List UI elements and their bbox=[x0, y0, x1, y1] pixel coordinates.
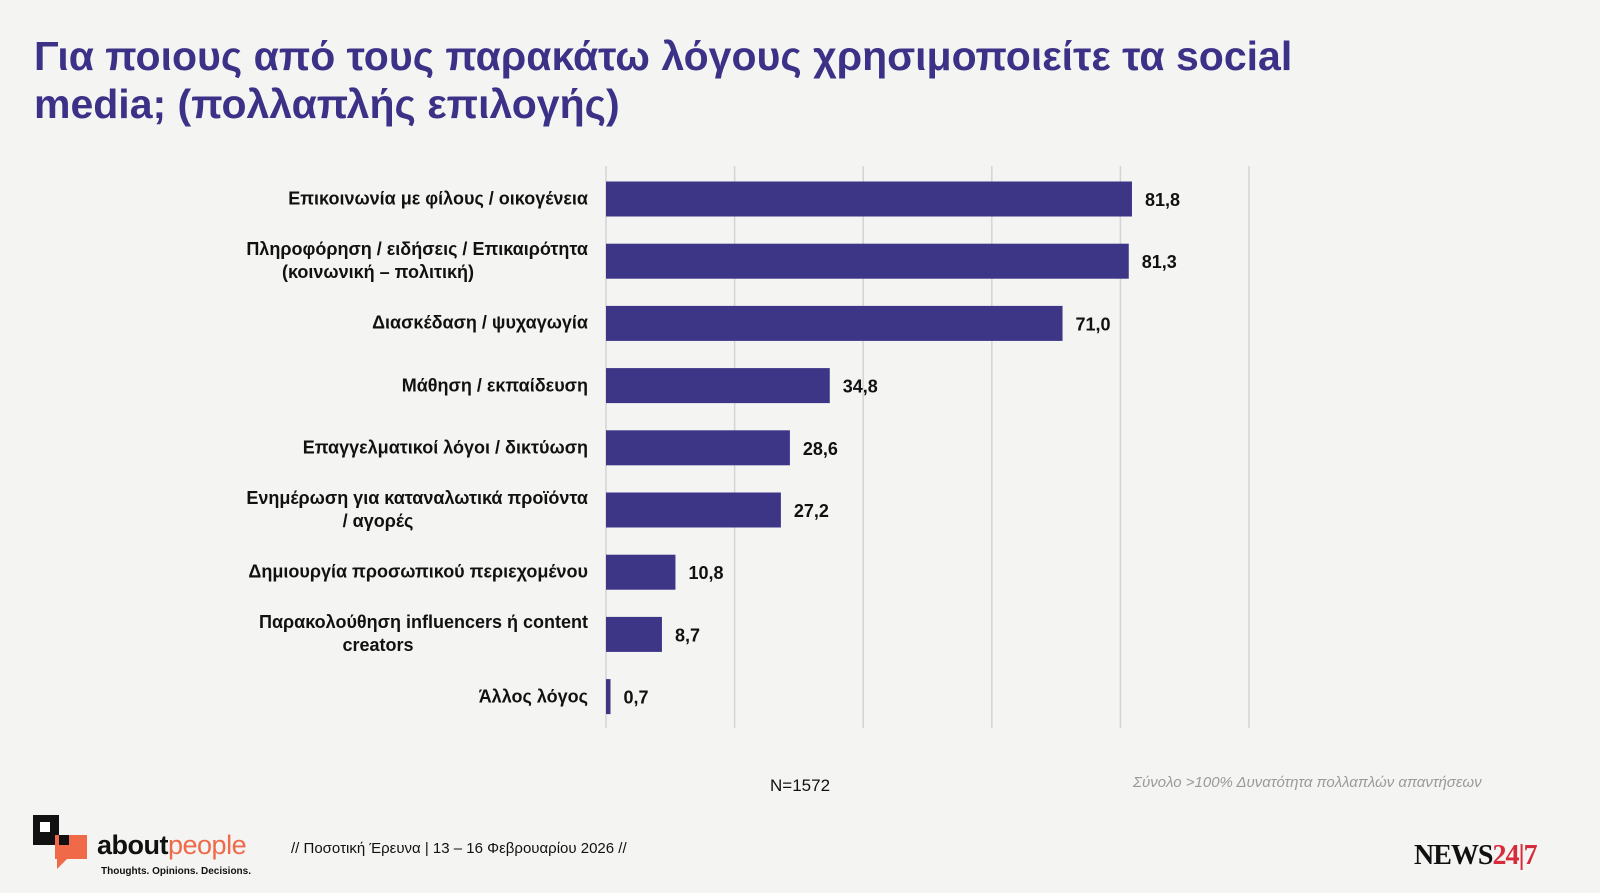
data-label: 0,7 bbox=[624, 688, 649, 708]
survey-info: // Ποσοτική Έρευνα | 13 – 16 Φεβρουαρίου… bbox=[291, 840, 627, 857]
category-label: Ενημέρωση για καταναλωτικά προϊόντα / αγο… bbox=[168, 487, 588, 533]
category-label: Διασκέδαση / ψυχαγωγία bbox=[168, 312, 588, 335]
news247-logo: NEWS24|7 bbox=[1414, 840, 1538, 871]
bar bbox=[606, 554, 676, 590]
bar bbox=[606, 616, 662, 652]
category-label-line: Ενημέρωση για καταναλωτικά προϊόντα bbox=[246, 488, 588, 508]
aboutpeople-logo: aboutpeople bbox=[97, 830, 247, 860]
category-label-line: Άλλος λόγος bbox=[478, 686, 588, 707]
category-label-line: Πληροφόρηση / ειδήσεις / Επικαιρότητα bbox=[246, 239, 588, 260]
logo-tagline: Thoughts. Opinions. Decisions. bbox=[101, 866, 252, 877]
data-label: 10,8 bbox=[688, 563, 723, 583]
data-label: 71,0 bbox=[1076, 314, 1111, 334]
category-label: Δημιουργία προσωπικού περιεχομένου bbox=[168, 561, 588, 584]
category-label: Μάθηση / εκπαίδευση bbox=[168, 374, 588, 397]
data-label: 34,8 bbox=[843, 377, 878, 397]
data-label: 8,7 bbox=[675, 625, 700, 645]
bar bbox=[606, 305, 1063, 341]
aboutpeople-logo-icon bbox=[33, 815, 87, 869]
bar bbox=[606, 430, 790, 466]
footnote: Σύνολο >100% Δυνατότητα πολλαπλών απαντή… bbox=[1133, 774, 1482, 791]
data-label: 27,2 bbox=[794, 501, 829, 521]
category-label: Παρακολούθηση influencers ή content creat… bbox=[168, 611, 588, 657]
category-label: Επικοινωνία με φίλους / οικογένεια bbox=[168, 188, 588, 211]
bar bbox=[606, 368, 830, 404]
category-label-line: Επικοινωνία με φίλους / οικογένεια bbox=[288, 188, 588, 209]
bar bbox=[606, 492, 781, 528]
category-label: Άλλος λόγος bbox=[168, 685, 588, 708]
category-label-line: Διασκέδαση / ψυχαγωγία bbox=[372, 312, 588, 333]
category-label-line: Επαγγελματικοί λόγοι / δικτύωση bbox=[302, 437, 588, 458]
category-label-line: (κοινωνική – πολιτική) bbox=[281, 262, 475, 283]
bar bbox=[606, 243, 1129, 279]
data-label: 81,3 bbox=[1142, 252, 1177, 272]
bar bbox=[606, 679, 611, 715]
category-label-line: / αγορές bbox=[342, 511, 414, 531]
category-label-line: Δημιουργία προσωπικού περιεχομένου bbox=[248, 561, 588, 582]
page-title: Για ποιους από τους παρακάτω λόγους χρησ… bbox=[34, 33, 1293, 127]
category-label: Επαγγελματικοί λόγοι / δικτύωση bbox=[168, 436, 588, 459]
category-label: Πληροφόρηση / ειδήσεις / Επικαιρότητα (κο… bbox=[168, 238, 588, 284]
category-label-line: Μάθηση / εκπαίδευση bbox=[401, 375, 588, 396]
category-label-line: Παρακολούθηση influencers ή content bbox=[258, 612, 588, 633]
category-label-line: creators bbox=[342, 635, 414, 656]
data-label: 81,8 bbox=[1145, 190, 1180, 210]
bar bbox=[606, 181, 1132, 217]
sample-size: N=1572 bbox=[770, 776, 831, 795]
data-label: 28,6 bbox=[803, 439, 838, 459]
